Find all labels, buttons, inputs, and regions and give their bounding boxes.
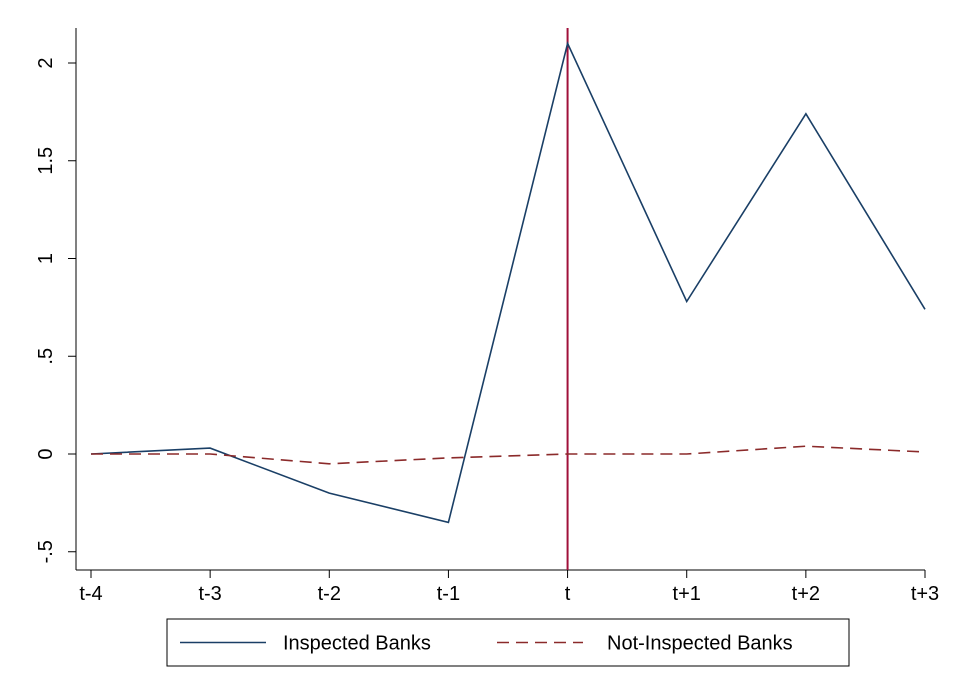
y-tick-label: 1.5 [35, 147, 57, 175]
x-tick-label: t-3 [198, 583, 221, 605]
legend: Inspected Banks Not-Inspected Banks [166, 618, 850, 667]
x-tick-label: t+3 [911, 583, 939, 605]
y-tick-label: 0 [35, 448, 57, 459]
y-tick-label: -.5 [35, 540, 57, 563]
x-tick-label: t-2 [318, 583, 341, 605]
x-tick-label: t+1 [673, 583, 701, 605]
x-tick-label: t-4 [79, 583, 102, 605]
axes: -.5 0 .5 1 1.5 2 t-4 t-3 t-2 t-1 t t+1 t+2 t+3 [35, 28, 939, 605]
y-tick-label: .5 [35, 348, 57, 365]
y-tick-label: 1 [35, 253, 57, 264]
x-tick-label: t [565, 583, 571, 605]
legend-label: Inspected Banks [283, 633, 431, 655]
legend-label: Not-Inspected Banks [607, 633, 793, 655]
plot-area [90, 28, 926, 570]
not-inspected-banks-line [91, 445, 926, 465]
inspected-banks-line [90, 40, 926, 524]
y-tick-label: 2 [35, 57, 57, 68]
x-tick-label: t+2 [792, 583, 820, 605]
x-tick-label: t-1 [437, 583, 460, 605]
